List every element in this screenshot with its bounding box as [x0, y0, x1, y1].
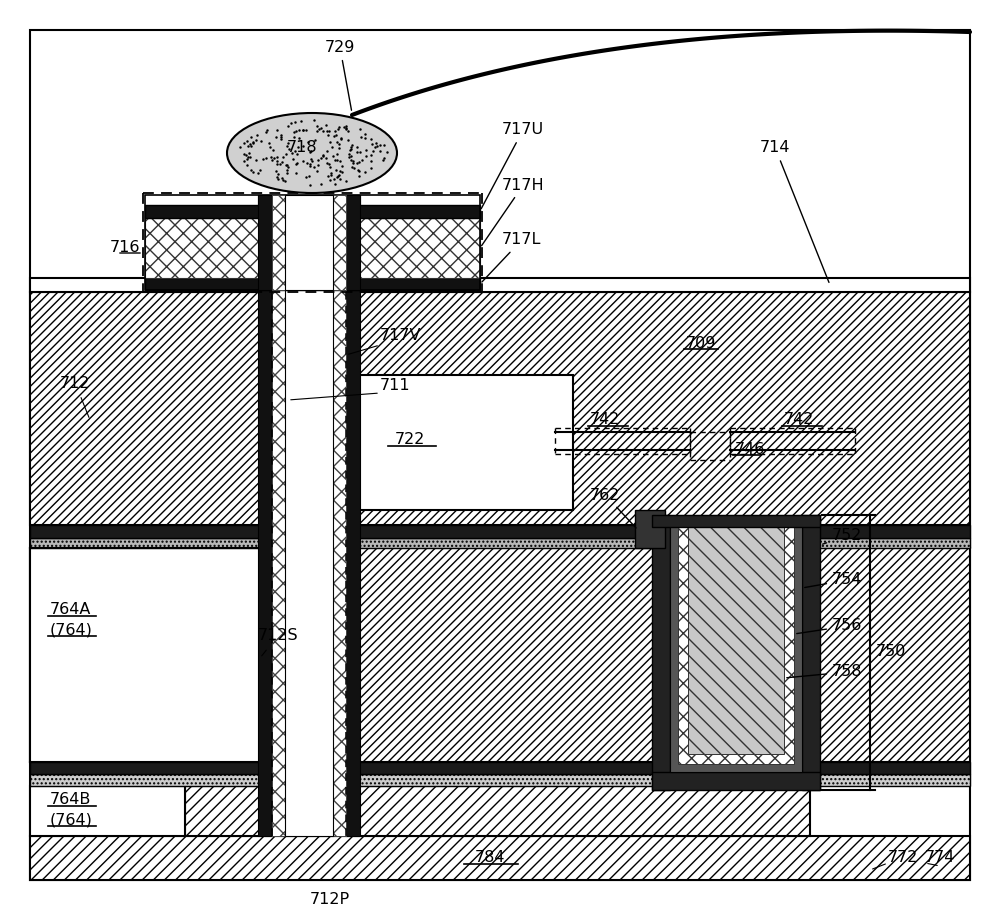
Text: 716: 716	[110, 241, 140, 255]
Text: 764B: 764B	[50, 793, 91, 807]
Text: 717U: 717U	[481, 122, 544, 209]
Text: 712S: 712S	[258, 628, 299, 642]
Bar	[30, 836, 970, 880]
Text: 712P: 712P	[310, 893, 350, 907]
Bar	[652, 515, 670, 790]
Bar	[688, 525, 784, 754]
Bar	[30, 292, 970, 525]
Text: (764): (764)	[50, 813, 93, 827]
Bar	[652, 772, 820, 790]
Text: 714: 714	[760, 140, 829, 282]
Text: 762: 762	[590, 487, 636, 528]
Bar	[30, 278, 970, 292]
Text: 717H: 717H	[482, 178, 545, 246]
Text: 712: 712	[60, 375, 90, 391]
Bar	[145, 218, 480, 278]
Bar	[305, 375, 573, 510]
Text: 774: 774	[925, 851, 955, 865]
Bar	[30, 548, 970, 762]
Ellipse shape	[227, 113, 397, 193]
Text: 752: 752	[823, 528, 862, 544]
Bar	[678, 515, 794, 764]
Bar	[802, 515, 820, 790]
Bar	[30, 548, 260, 762]
Text: 729: 729	[325, 40, 355, 110]
Text: 750: 750	[876, 644, 906, 660]
Text: 784: 784	[475, 851, 505, 865]
Text: 756: 756	[797, 619, 862, 633]
Text: 742: 742	[784, 413, 814, 427]
Bar	[145, 278, 480, 290]
Bar	[272, 195, 346, 290]
Bar	[652, 515, 820, 527]
Text: 709: 709	[686, 335, 716, 351]
Text: 754: 754	[805, 572, 862, 588]
Bar	[258, 195, 272, 290]
Bar	[30, 762, 970, 774]
Text: 722: 722	[395, 433, 425, 447]
Bar	[30, 538, 970, 548]
Bar	[30, 525, 970, 538]
Text: (764): (764)	[50, 622, 93, 638]
Text: 742: 742	[590, 413, 620, 427]
Bar	[346, 195, 360, 836]
Bar	[285, 195, 333, 290]
Text: 718: 718	[287, 140, 317, 156]
Bar	[30, 774, 970, 786]
Bar	[30, 786, 185, 836]
Text: 764A: 764A	[50, 602, 91, 618]
Text: 717L: 717L	[482, 232, 541, 282]
Text: 758: 758	[787, 664, 862, 680]
Bar	[272, 195, 346, 836]
Bar	[145, 205, 480, 218]
Bar	[635, 510, 665, 548]
Text: 772: 772	[888, 851, 918, 865]
Bar	[346, 195, 360, 290]
Text: 717V: 717V	[380, 327, 422, 343]
Bar	[185, 786, 810, 836]
Bar	[285, 195, 333, 836]
Bar	[258, 195, 272, 836]
Text: 711: 711	[380, 377, 411, 393]
Bar	[670, 515, 802, 772]
Bar	[145, 195, 480, 290]
Text: 746: 746	[735, 442, 765, 456]
